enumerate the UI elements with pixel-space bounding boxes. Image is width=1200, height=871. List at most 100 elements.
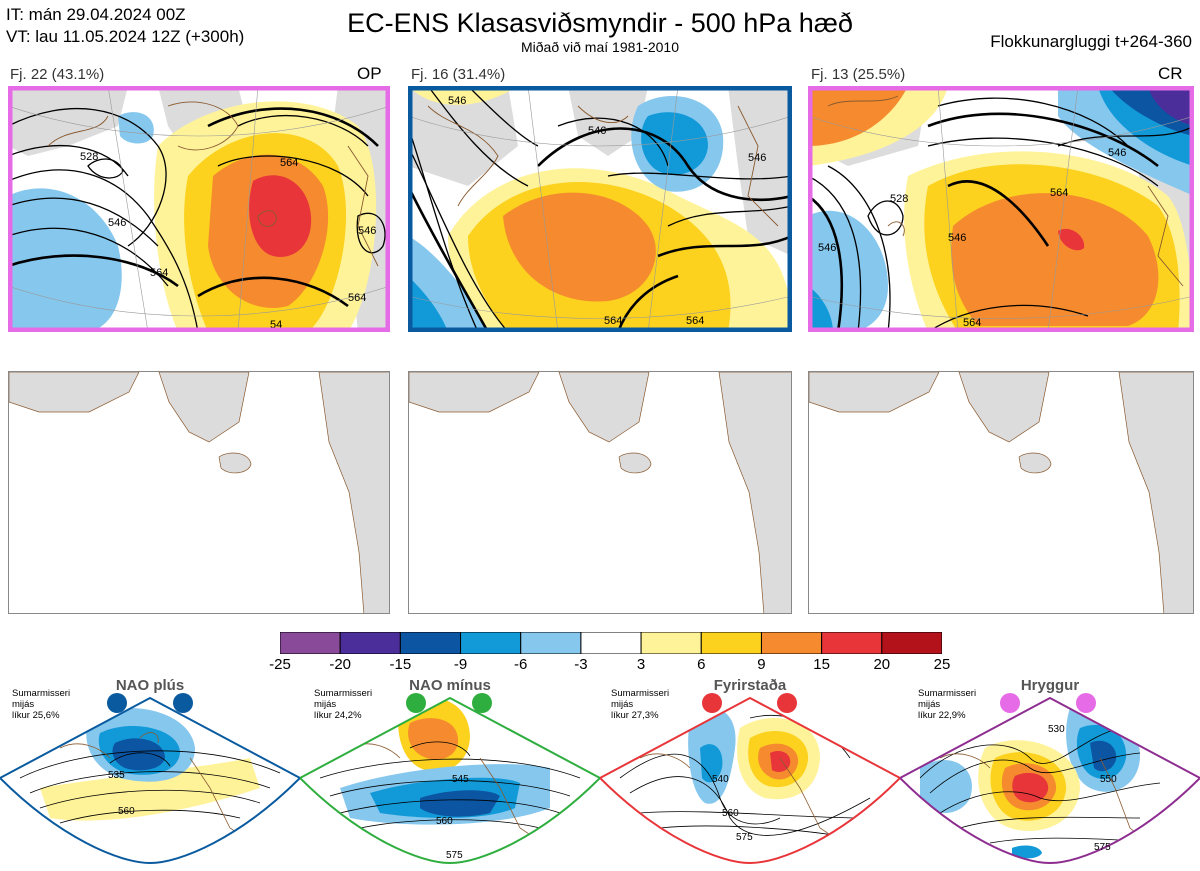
contour-label: 564 xyxy=(963,317,981,329)
regime-frame xyxy=(0,696,300,865)
regime-4-dot xyxy=(1000,693,1020,713)
regime-1-name: NAO plús xyxy=(115,677,185,694)
contour-label: 546 xyxy=(1108,147,1126,159)
contour-label: 540 xyxy=(712,774,729,785)
contour-label: 560 xyxy=(118,806,135,817)
contour-label: 564 xyxy=(686,315,704,327)
regime-frame xyxy=(900,696,1200,865)
regime-likelihood: líkur 22,9% xyxy=(918,710,966,721)
cluster-3-tag: CR xyxy=(1158,64,1183,83)
contour-label: 564 xyxy=(348,292,366,304)
contour-label: 564 xyxy=(1050,187,1068,199)
contour-label: 530 xyxy=(1048,724,1065,735)
contour-label: 546 xyxy=(818,242,836,254)
empty-basemap-3 xyxy=(808,371,1194,614)
contour-label: 546 xyxy=(748,152,766,164)
cluster-1-map: 528 546 564 546 564 564 54 xyxy=(8,86,390,332)
regime-season: Sumarmisseri xyxy=(918,688,977,699)
colorbar-swatch xyxy=(881,631,943,655)
colorbar-tick-label: -20 xyxy=(329,656,352,673)
classification-window: Flokkunargluggi t+264-360 xyxy=(990,32,1192,51)
page-subtitle: Miðað við maí 1981-2010 xyxy=(521,39,679,55)
regime-2-info: Sumarmisseri mijás líkur 24,2% xyxy=(314,688,372,721)
colorbar-tick-label: -6 xyxy=(514,656,528,673)
colorbar-tick-label: 25 xyxy=(933,656,951,673)
contour-label: 575 xyxy=(446,850,463,861)
colorbar-tick-label: -9 xyxy=(453,656,468,673)
contour-label: 564 xyxy=(604,315,622,327)
contour-label: 546 xyxy=(948,232,966,244)
contour-label: 560 xyxy=(436,816,453,827)
regime-season: Sumarmisseri xyxy=(611,688,670,699)
empty-basemap-1 xyxy=(8,371,390,614)
colorbar xyxy=(279,631,943,655)
colorbar-swatch xyxy=(339,631,401,655)
regime-likelihood: líkur 24,2% xyxy=(314,710,362,721)
colorbar-tick-label: 15 xyxy=(813,656,830,673)
regime-season: Sumarmisseri xyxy=(12,688,71,699)
colorbar-swatch xyxy=(700,631,762,655)
regime-blocking-map: 540 560 575 xyxy=(600,678,900,871)
regime-3-dot xyxy=(777,693,797,713)
colorbar-tick-label: -25 xyxy=(269,656,291,673)
header-run-times: IT: mán 29.04.2024 00Z VT: lau 11.05.202… xyxy=(6,4,244,48)
issue-time: IT: mán 29.04.2024 00Z xyxy=(6,5,186,24)
regime-likelihood: líkur 25,6% xyxy=(12,710,60,721)
colorbar-swatch xyxy=(460,631,522,655)
regime-nao-minus-map: 545 560 575 xyxy=(300,678,600,871)
colorbar-tick-label: 6 xyxy=(697,656,706,673)
cluster-3-label: Fj. 13 (25.5%) xyxy=(811,66,906,83)
colorbar-tick-label: -15 xyxy=(389,656,412,673)
regime-likelihood: líkur 27,3% xyxy=(611,710,659,721)
cluster-2-map: 546 546 546 564 564 xyxy=(408,86,792,332)
contour-label: 545 xyxy=(452,774,469,785)
contour-label: 575 xyxy=(736,832,753,843)
contour-label: 550 xyxy=(1100,774,1117,785)
cluster-1-tag: OP xyxy=(357,64,382,83)
regime-dots xyxy=(107,693,1096,713)
regime-4-info: Sumarmisseri mijás líkur 22,9% xyxy=(918,688,976,721)
colorbar-tick-label: 9 xyxy=(757,656,766,673)
colorbar-tick-label: 3 xyxy=(636,656,646,673)
colorbar-tick-label: 20 xyxy=(873,656,891,673)
contour-label: 546 xyxy=(588,125,606,137)
colorbar-swatch xyxy=(399,631,462,655)
regime-period: mijás xyxy=(12,699,35,710)
regime-2-dot xyxy=(472,693,492,713)
cluster-3-border xyxy=(808,86,1194,332)
regime-1-dot xyxy=(107,693,127,713)
regime-frame xyxy=(600,696,900,865)
regime-period: mijás xyxy=(918,699,941,710)
regime-3-name: Fyrirstaða xyxy=(713,677,787,694)
contour-label: 528 xyxy=(80,151,98,163)
contour-label: 560 xyxy=(722,808,739,819)
regime-2-name: NAO mínus xyxy=(409,677,491,694)
contour-label: 528 xyxy=(890,193,908,205)
valid-time: VT: lau 11.05.2024 12Z (+300h) xyxy=(6,27,245,46)
regime-3-info: Sumarmisseri mijás líkur 27,3% xyxy=(611,688,669,721)
colorbar-swatch xyxy=(580,631,642,655)
contour-label: 564 xyxy=(280,157,298,169)
regime-period: mijás xyxy=(611,699,634,710)
contour-label: 535 xyxy=(108,770,125,781)
cluster-1-label: Fj. 22 (43.1%) xyxy=(10,66,105,83)
regime-season: Sumarmisseri xyxy=(314,688,373,699)
regime-2-dot xyxy=(406,693,426,713)
empty-basemap-2 xyxy=(408,371,792,614)
colorbar-swatch xyxy=(279,631,341,655)
contour-label: 564 xyxy=(150,267,168,279)
page-title: EC-ENS Klasasviðsmyndir - 500 hPa hæð xyxy=(347,8,853,38)
contour-label: 546 xyxy=(108,217,126,229)
colorbar-swatches xyxy=(279,631,943,655)
colorbar-swatch xyxy=(760,631,823,655)
regime-1-dot xyxy=(173,693,193,713)
regime-1-info: Sumarmisseri mijás líkur 25,6% xyxy=(12,688,70,721)
regime-frame xyxy=(300,696,600,865)
regime-4-name: Hryggur xyxy=(1020,677,1080,694)
regime-4-dot xyxy=(1076,693,1096,713)
colorbar-ticks: -25 -20 -15 -9 -6 -3 3 6 9 15 20 25 xyxy=(269,656,950,676)
colorbar-swatch xyxy=(520,631,582,655)
regime-nao-plus-map: 535 560 xyxy=(0,678,300,871)
cluster-1-border xyxy=(8,86,390,332)
regime-3-dot xyxy=(702,693,722,713)
